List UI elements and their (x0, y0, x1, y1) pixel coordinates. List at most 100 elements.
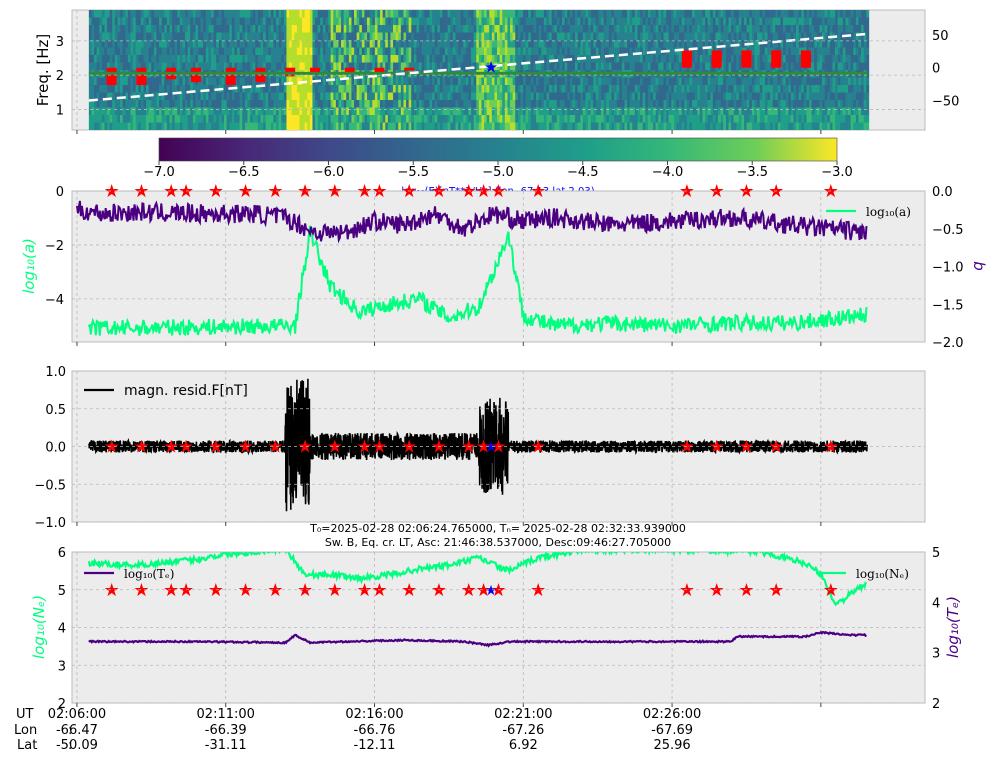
spectrogram-cell (668, 47, 672, 56)
spectrogram-cell (601, 77, 604, 86)
spectrogram-cell (796, 47, 799, 56)
spectrogram-cell (114, 40, 118, 48)
spectrogram-cell (676, 100, 680, 108)
spectrogram-cell (627, 40, 630, 48)
spectrogram-cell (437, 40, 441, 48)
spectrogram-cell (473, 115, 477, 123)
spectrogram-cell (411, 55, 415, 63)
spectrogram-cell (426, 32, 430, 41)
spectrogram-cell (117, 62, 121, 71)
spectrogram-cell (650, 100, 654, 108)
spectrogram-cell (616, 122, 620, 130)
spectrogram-cell (575, 100, 578, 108)
spectrogram-cell (640, 10, 643, 18)
spectrogram-cell (712, 115, 716, 123)
spectrogram-cell (551, 40, 555, 48)
spectrogram-cell (338, 40, 342, 48)
spectrogram-cell (692, 40, 695, 48)
spectrogram-cell (182, 10, 186, 18)
spectrogram-cell (286, 85, 290, 93)
spectrogram-cell (153, 17, 157, 26)
spectrogram-cell (416, 85, 420, 93)
spectrogram-cell (99, 77, 103, 86)
spectrogram-cell (510, 25, 513, 33)
spectrogram-cell (572, 55, 576, 63)
spectrogram-cell (166, 92, 170, 101)
spectrogram-cell (504, 10, 508, 18)
spectrogram-cell (263, 85, 266, 93)
spectrogram-cell (218, 10, 222, 18)
spectrogram-cell (835, 100, 838, 108)
spectrogram-cell (590, 122, 594, 130)
spectrogram-cell (702, 77, 706, 86)
spectrogram-cell (291, 122, 295, 130)
spectrogram-cell (315, 55, 318, 63)
spectrogram-cell (419, 122, 422, 130)
spectrogram-cell (733, 122, 737, 130)
spectrogram-cell (304, 10, 308, 18)
spectrogram-cell (705, 85, 708, 93)
spectrogram-cell (554, 55, 558, 63)
spectrogram-cell (720, 85, 724, 93)
spectrogram-cell (471, 107, 474, 116)
spectrogram-cell (424, 25, 428, 33)
spectrogram-cell (655, 62, 659, 71)
spectrogram-cell (676, 62, 680, 71)
spectrogram-cell (341, 122, 344, 130)
spectrogram-cell (767, 77, 771, 86)
spectrogram-cell (793, 77, 797, 86)
spectrogram-cell (559, 77, 563, 86)
spectrogram-cell (692, 107, 695, 116)
spectrogram-cell (364, 62, 368, 71)
spectrogram-cell (746, 85, 750, 93)
spectrogram-cell (580, 40, 584, 48)
spectrogram-cell (390, 62, 394, 71)
spectrogram-cell (733, 100, 737, 108)
spectrogram-cell (850, 10, 854, 18)
spectrogram-cell (335, 85, 339, 93)
spectrogram-cell (367, 47, 370, 56)
spectrogram-cell (564, 85, 568, 93)
spectrogram-cell (166, 55, 170, 63)
spectrogram-cell (247, 47, 251, 56)
spectrogram-cell (476, 85, 480, 93)
spectrogram-cell (731, 10, 734, 18)
spectrogram-cell (549, 40, 552, 48)
spectrogram-cell (130, 47, 134, 56)
spectrogram-cell (426, 85, 430, 93)
spectrogram-cell (494, 32, 498, 41)
log-a-red-star: ★ (238, 181, 254, 202)
spectrogram-cell (502, 107, 506, 116)
spectrogram-cell (499, 32, 503, 41)
spectrogram-cell (627, 100, 630, 108)
spectrogram-cell (395, 32, 399, 41)
spectrogram-cell (699, 17, 703, 26)
spectrogram-cell (569, 25, 573, 33)
spectrogram-cell (101, 25, 105, 33)
spectrogram-cell (403, 40, 407, 48)
log-a-y-tick-label: −4 (45, 293, 64, 308)
spectrogram-cell (403, 55, 407, 63)
spectrogram-cell (546, 122, 550, 130)
spectrogram-cell (671, 55, 675, 63)
spectrogram-cell (619, 92, 623, 101)
spectrogram-cell (546, 92, 550, 101)
spectrogram-cell (819, 107, 823, 116)
spectrogram-cell (127, 62, 131, 71)
spectrogram-cell (842, 77, 846, 86)
spectrogram-cell (270, 10, 274, 18)
spectrogram-cell (294, 107, 298, 116)
spectrogram-cell (507, 25, 511, 33)
spectrogram-cell (161, 17, 165, 26)
spectrogram-cell (736, 77, 740, 86)
spectrogram-cell (153, 32, 157, 41)
spectrogram-cell (164, 32, 168, 41)
spectrogram-cell (273, 115, 277, 123)
spectrogram-cell (416, 55, 420, 63)
spectrogram-cell (356, 32, 360, 41)
spectrogram-cell (122, 122, 126, 130)
spectrogram-cell (725, 92, 729, 101)
spectrogram-cell (426, 40, 430, 48)
spectrogram-cell (850, 32, 854, 41)
spectrogram-cell (663, 107, 667, 116)
